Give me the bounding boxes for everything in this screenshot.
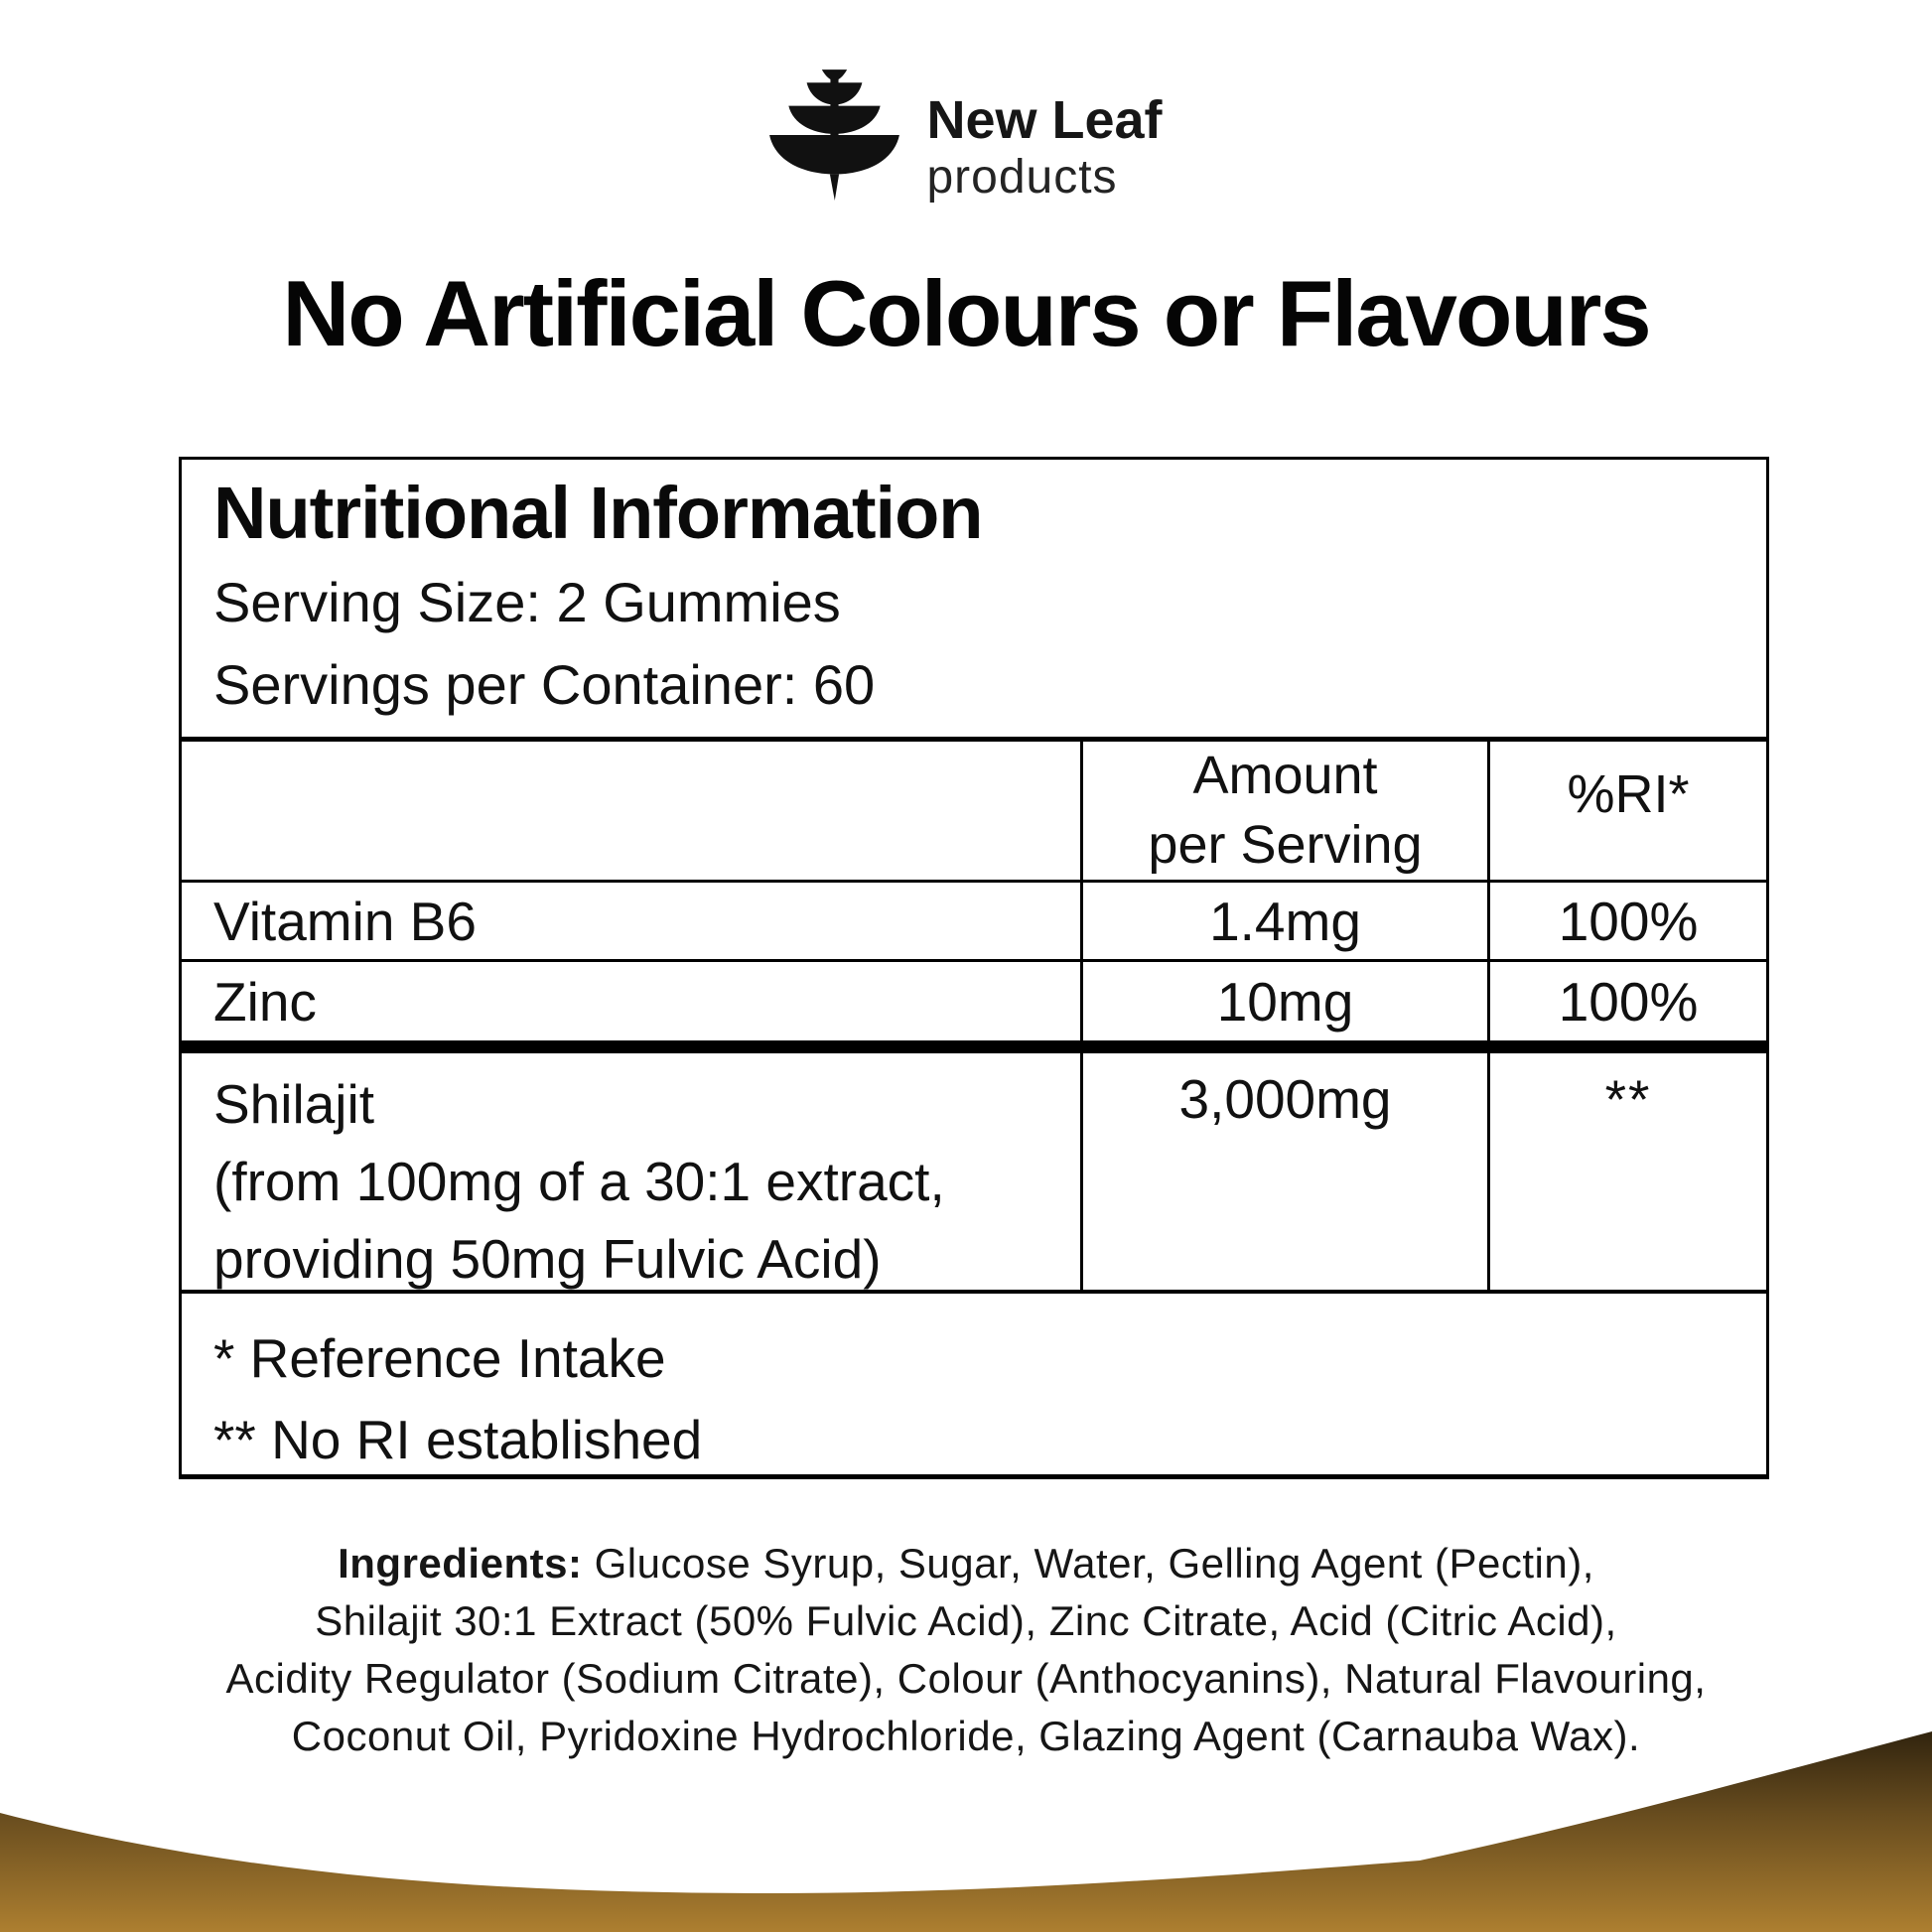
ingredients-line-1-text: Glucose Syrup, Sugar, Water, Gelling Age… [582,1540,1594,1587]
footnote-no-ri: ** No RI established [213,1409,703,1470]
table-row-vitamin-b6: Vitamin B6 1.4mg 100% [182,883,1766,962]
nutrient-amount: 10mg [1079,962,1487,1040]
shilajit-name: Shilajit [213,1073,375,1135]
ingredients-block: Ingredients: Glucose Syrup, Sugar, Water… [112,1535,1820,1765]
column-header-blank [182,742,1080,880]
brand-wordmark: New Leaf products [926,62,1162,202]
nutrition-table-header: Nutritional Information Serving Size: 2 … [182,460,1766,742]
tree-stem [830,174,840,201]
brand-name: New Leaf [926,90,1163,150]
amount-header-line1: Amount [1192,746,1378,806]
shilajit-detail-line2: providing 50mg Fulvic Acid) [213,1228,882,1290]
nutrient-ri: ** [1487,1053,1766,1290]
tree-tier-1 [822,69,848,81]
ingredients-line-4: Coconut Oil, Pyridoxine Hydrochloride, G… [291,1713,1641,1759]
nutrient-amount: 1.4mg [1079,883,1487,959]
nutrition-title: Nutritional Information [213,472,984,554]
brand-subname: products [926,151,1118,204]
nutrient-ri: 100% [1487,883,1766,959]
footnote-reference-intake: * Reference Intake [213,1327,666,1389]
ingredients-line-2: Shilajit 30:1 Extract (50% Fulvic Acid),… [315,1597,1617,1644]
nutrition-table: Nutritional Information Serving Size: 2 … [179,457,1769,1479]
footnotes-section: * Reference Intake ** No RI established [182,1290,1766,1480]
table-row-shilajit: Shilajit (from 100mg of a 30:1 extract, … [182,1040,1766,1290]
gold-wave-decoration [0,1731,1932,1932]
nutrient-name: Shilajit (from 100mg of a 30:1 extract, … [182,1053,1080,1290]
tree-tier-3 [788,105,882,135]
tree-tier-4 [769,135,900,175]
column-header-amount: Amount per Serving [1079,742,1487,880]
column-header-row: Amount per Serving %RI* [182,742,1766,883]
claim-headline: No Artificial Colours or Flavours [282,261,1651,365]
tree-tier-2 [807,82,863,105]
ingredients-line-1: Ingredients: Glucose Syrup, Sugar, Water… [112,1535,1820,1592]
servings-per-container: Servings per Container: 60 [213,653,876,717]
ingredients-label: Ingredients: [338,1540,583,1587]
ingredients-line-3: Acidity Regulator (Sodium Citrate), Colo… [225,1655,1707,1702]
leaf-tree-icon [769,69,900,201]
nutrient-name: Vitamin B6 [213,890,477,952]
gold-wave-shape [0,1731,1932,1932]
nutrient-ri: 100% [1487,962,1766,1040]
serving-size: Serving Size: 2 Gummies [213,570,841,633]
brand-logo: New Leaf products [0,62,1932,203]
shilajit-detail-line1: (from 100mg of a 30:1 extract, [213,1151,945,1212]
column-header-ri: %RI* [1487,742,1766,880]
nutrient-name: Zinc [213,970,317,1033]
amount-header-line2: per Serving [1148,814,1423,875]
table-row-zinc: Zinc 10mg 100% [182,962,1766,1040]
nutrient-amount: 3,000mg [1079,1053,1487,1290]
